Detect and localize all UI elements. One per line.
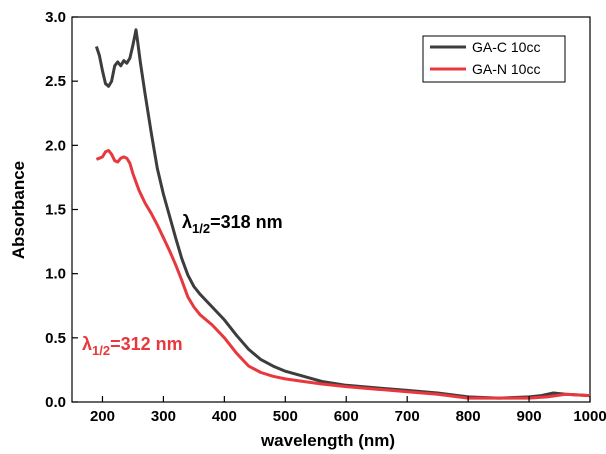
annotation-ga-n: λ1/2=312 nm <box>82 334 183 358</box>
x-tick-label: 500 <box>273 408 298 425</box>
x-tick-label: 600 <box>334 408 359 425</box>
series-layer <box>94 28 591 400</box>
y-tick-label: 1.0 <box>45 266 66 283</box>
series-line-ga-n <box>95 149 591 400</box>
x-tick-label: 400 <box>212 408 237 425</box>
x-axis-title: wavelength (nm) <box>260 431 395 450</box>
legend-label-ga-c: GA-C 10cc <box>472 39 540 55</box>
y-tick-label: 0.0 <box>45 394 66 411</box>
x-tick-label: 800 <box>456 408 481 425</box>
x-tick-label: 200 <box>90 408 115 425</box>
y-axis-title: Absorbance <box>9 161 28 259</box>
x-tick-label: 300 <box>151 408 176 425</box>
x-tick-label: 1000 <box>573 408 606 425</box>
y-axis: 0.0 0.5 1.0 1.5 2.0 2.5 3.0 <box>45 9 78 411</box>
y-tick-label: 1.5 <box>45 202 66 219</box>
legend-label-ga-n: GA-N 10cc <box>472 61 540 77</box>
y-tick-label: 2.5 <box>45 73 66 90</box>
annotation-ga-c: λ1/2=318 nm <box>182 212 283 236</box>
legend: GA-C 10cc GA-N 10cc <box>422 35 566 83</box>
x-axis: 200 300 400 500 600 700 800 900 1000 <box>90 396 606 425</box>
x-tick-label: 700 <box>395 408 420 425</box>
y-tick-label: 2.0 <box>45 137 66 154</box>
y-tick-label: 3.0 <box>45 9 66 26</box>
x-tick-label: 900 <box>517 408 542 425</box>
y-tick-label: 0.5 <box>45 330 66 347</box>
legend-box <box>422 35 566 83</box>
